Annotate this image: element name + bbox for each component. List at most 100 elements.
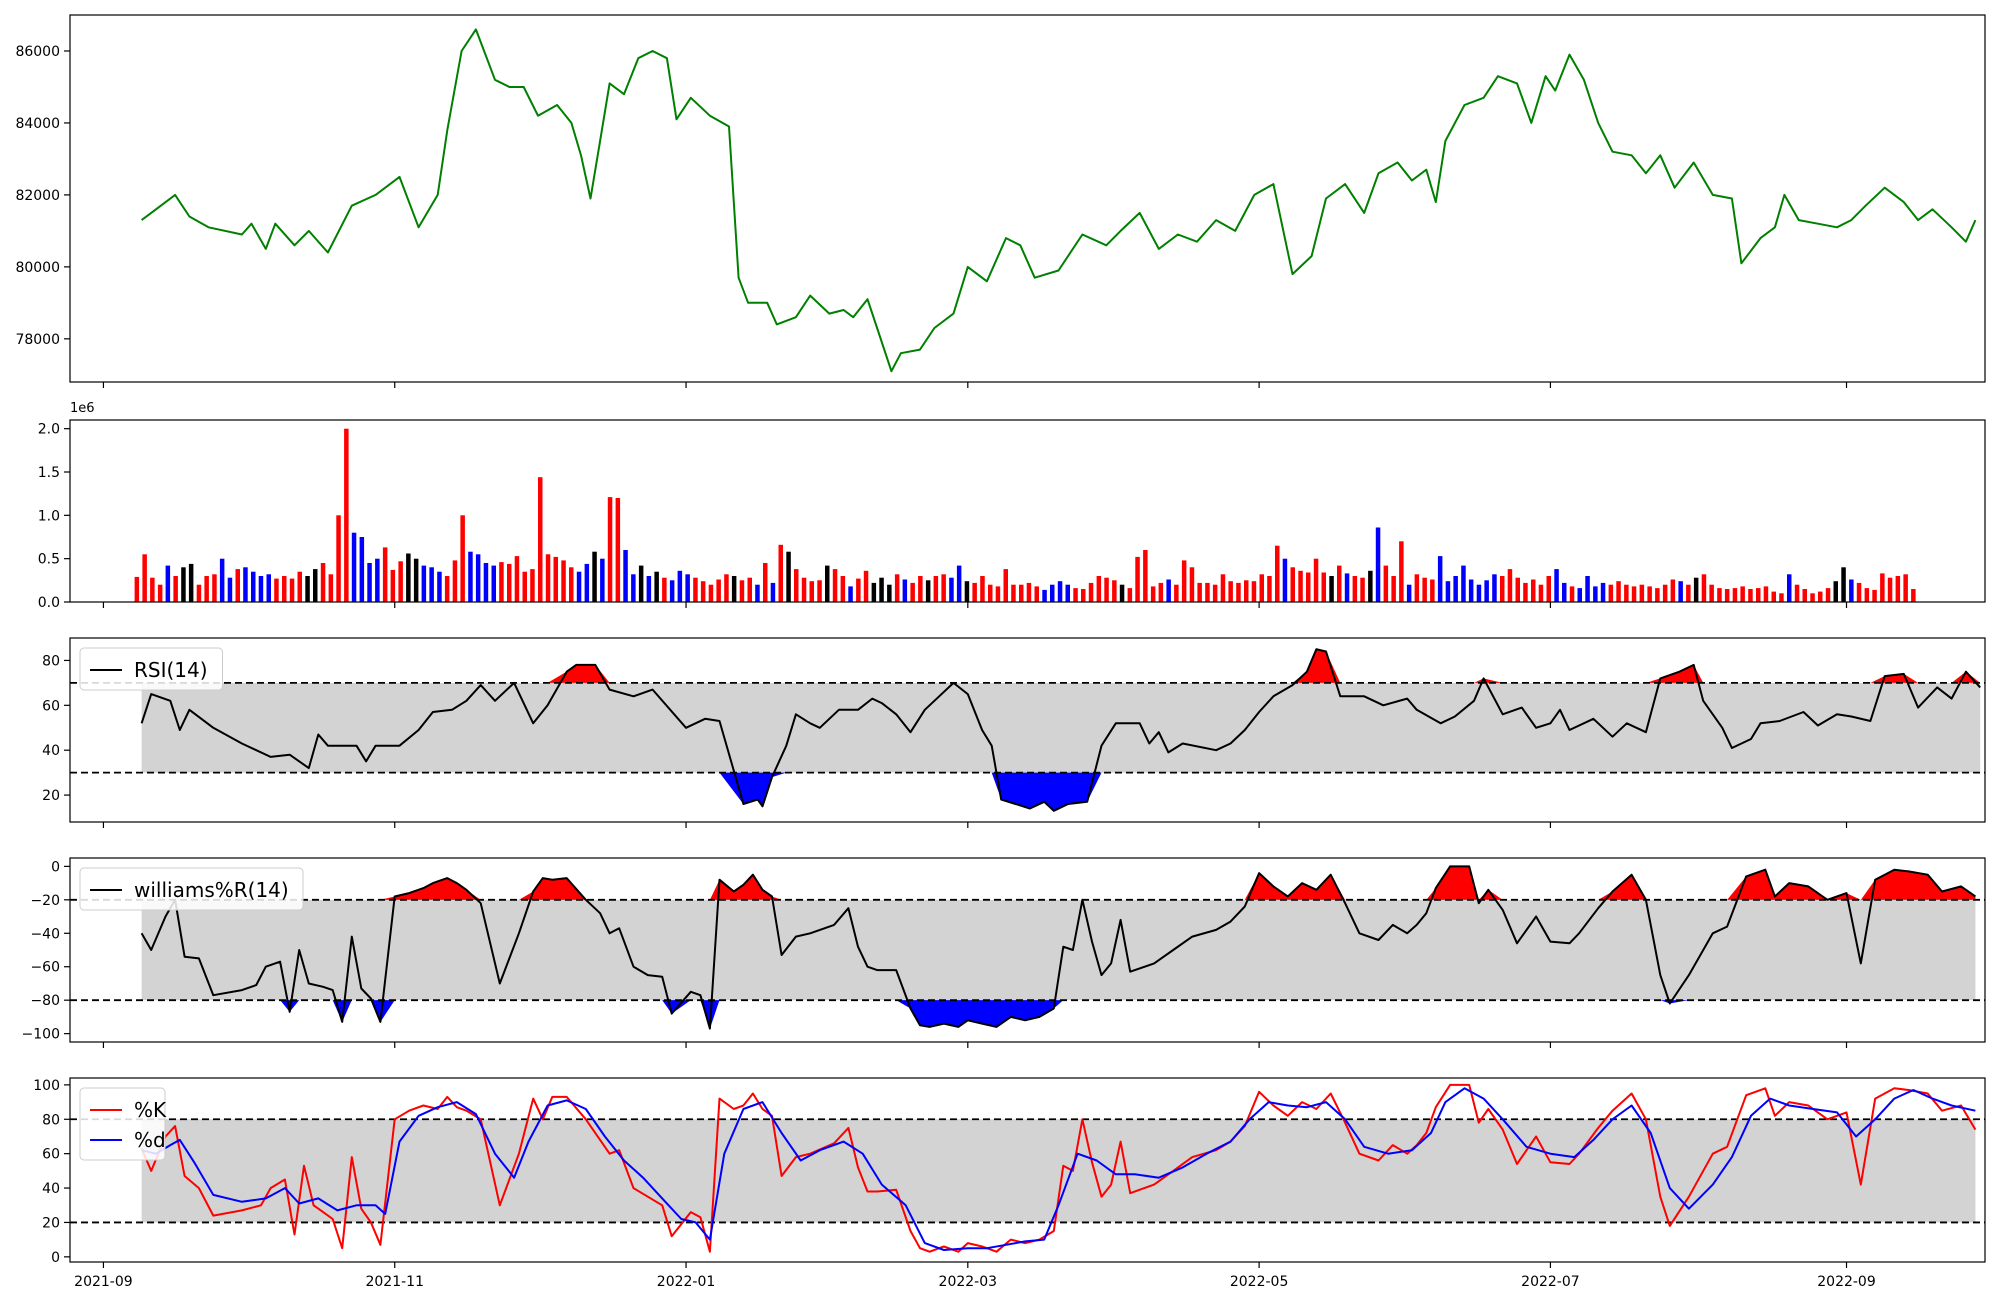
volume-bar [1732,588,1738,602]
volume-bar [654,571,659,602]
volume-bar [848,586,853,602]
xtick-label: 2022-03 [939,1274,998,1290]
stochastic-legend-box [79,1087,166,1161]
volume-bar [219,558,225,602]
xtick-label: 2022-09 [1817,1274,1876,1290]
volume-bar [1849,579,1854,602]
volume-bar [770,582,776,602]
volume-bar [1228,581,1233,602]
price-frame [69,14,1986,383]
volume-bar [1476,584,1482,602]
volume-bar [507,563,512,602]
volume-bar [1585,576,1590,602]
volume-bar [530,569,535,602]
volume-bar [693,577,698,602]
volume-frame [69,419,1986,603]
volume-bar [1104,577,1109,602]
volume-bar [801,577,807,602]
stochastic-ytick-label: 40 [42,1181,60,1197]
volume-bar [344,428,349,602]
volume-bar [382,547,388,602]
volume-bar [1779,593,1784,602]
volume-bar [1158,582,1164,602]
volume-bar [871,582,877,602]
williams-plot-area [70,865,1985,1030]
volume-bar [894,574,900,602]
rsi-ytick-label: 20 [42,788,60,804]
williams-series-line-0 [140,865,1976,1030]
price-ytick-label: 80000 [15,260,60,276]
volume-bar [1414,574,1420,602]
price-panel: 78000 80000 82000 84000 86000 [15,14,1986,388]
volume-ytick-label: 0.5 [38,552,60,568]
volume-multiplier-label: 1e6 [70,401,95,416]
volume-bar [1546,576,1551,602]
volume-bar [305,576,310,602]
volume-bar [1073,588,1078,602]
volume-bar [1445,581,1451,602]
stochastic-legend-label: %d [134,1128,166,1152]
rsi-band-shade [141,682,1981,773]
volume-bar [1244,580,1249,602]
volume-bar [1531,579,1536,602]
volume-bar [336,515,341,602]
volume-bar [1841,567,1846,602]
volume-bar [700,581,706,602]
volume-bar [406,553,411,602]
volume-bar [1275,545,1280,602]
volume-bar [739,580,745,602]
volume-bar [1399,541,1404,602]
volume-bar [941,574,946,602]
volume-bar [1468,579,1474,602]
volume-bar [437,571,442,602]
volume-bar [1686,584,1691,602]
volume-bar [274,578,279,602]
volume-bar [1911,589,1916,602]
williams-legend-label: williams%R(14) [134,878,289,902]
volume-bar [398,561,403,602]
volume-bar [1391,576,1396,602]
rsi-ytick-label: 80 [42,653,60,669]
volume-bar [1724,589,1730,602]
volume-bar [1383,565,1389,602]
volume-bar [1220,574,1226,602]
volume-bar [173,576,178,602]
volume-bar [475,554,481,602]
volume-bar [1818,591,1823,602]
volume-bar [1554,569,1559,602]
volume-bar [1740,586,1745,602]
volume-bar [631,574,636,602]
volume-bar [1787,574,1792,602]
volume-bar [1903,574,1908,602]
volume-bar [638,565,644,602]
volume-bar [856,578,861,602]
volume-bar [786,551,791,602]
stochastic-frame [69,1077,1986,1263]
volume-bar [491,565,496,602]
price-series-line-0 [141,28,1977,373]
volume-bar [809,581,814,602]
volume-bar [933,576,939,602]
price-ytick-label: 84000 [15,116,60,132]
stochastic-series-line-1 [141,1087,1976,1251]
volume-bar [328,574,334,602]
volume-bar [1267,576,1272,602]
williams-legend-box [79,867,304,911]
volume-bar [1081,589,1086,602]
volume-bar [918,576,923,602]
volume-bar [1662,584,1668,602]
volume-bar [1360,577,1365,602]
volume-ytick-label: 1.5 [38,465,60,481]
xtick-label: 2022-05 [1230,1274,1289,1290]
volume-bar [1026,582,1032,602]
volume-bar [375,558,380,602]
volume-bar [576,571,582,602]
volume-bar [840,576,846,602]
volume-bar [1880,573,1885,602]
volume-bar [1678,581,1683,602]
volume-bar [1166,579,1171,602]
volume-bar [1833,581,1838,602]
volume-ytick-label: 2.0 [38,422,60,438]
volume-bar [150,577,155,602]
price-plot-area [141,28,1977,373]
